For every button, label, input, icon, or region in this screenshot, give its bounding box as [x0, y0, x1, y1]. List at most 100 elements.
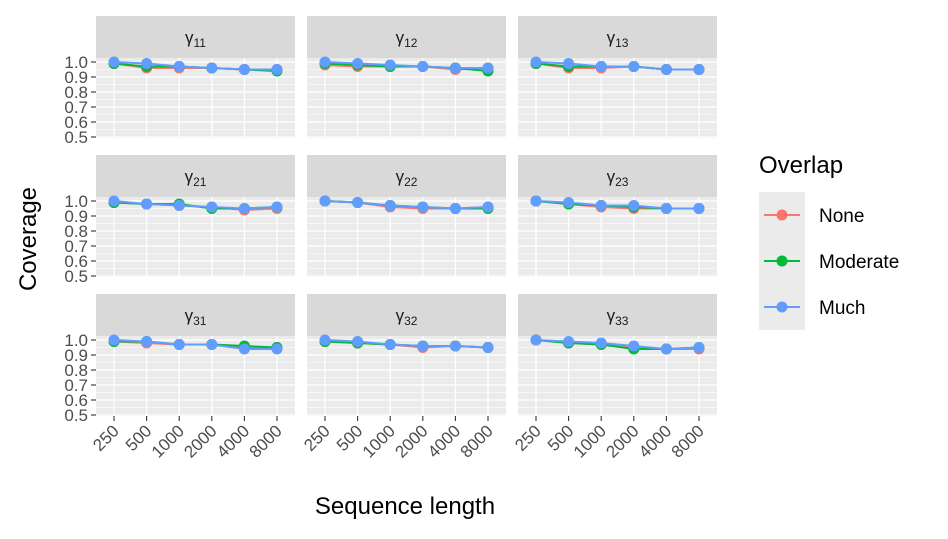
data-point-much: [482, 62, 494, 74]
facet-subscript: 13: [615, 36, 629, 50]
y-tick-label: 0.6: [64, 113, 88, 132]
data-point-much: [173, 200, 185, 211]
y-tick-label: 0.7: [64, 376, 88, 395]
facet-symbol: γ: [396, 28, 405, 47]
x-tick-label: 250: [300, 421, 333, 454]
y-tick-label: 0.7: [64, 98, 88, 117]
data-point-much: [449, 62, 461, 74]
y-tick-label: 1.0: [64, 53, 88, 72]
facet-plot-area: [518, 58, 717, 138]
data-point-much: [563, 197, 575, 208]
facet-strip-label: γ11: [185, 28, 206, 50]
facet-subscript: 33: [615, 314, 629, 328]
facet-symbol: γ: [396, 306, 405, 325]
facet-panel: γ13: [518, 16, 717, 138]
data-point-much: [449, 340, 461, 352]
legend-key-point: [776, 301, 788, 313]
data-point-much: [530, 56, 542, 68]
facet-panel: γ22: [307, 155, 506, 277]
facet-panel: γ23: [518, 155, 717, 277]
y-tick-label: 0.9: [64, 346, 88, 365]
data-point-much: [319, 195, 331, 207]
data-point-much: [628, 61, 640, 72]
x-tick-label: 1000: [359, 421, 399, 461]
data-point-much: [628, 200, 640, 211]
facet-symbol: γ: [185, 306, 194, 325]
facet-subscript: 23: [615, 175, 629, 189]
facet-plot-area: [96, 197, 295, 277]
x-axis-title: Sequence length: [315, 493, 495, 520]
legend-label-much: Much: [819, 298, 865, 319]
facet-plot-area: [307, 58, 506, 138]
facet-symbol: γ: [607, 306, 616, 325]
data-point-much: [108, 195, 120, 207]
x-tick-label: 2000: [391, 421, 431, 461]
facet-strip-label: γ13: [607, 28, 629, 50]
facet-symbol: γ: [607, 167, 616, 186]
data-point-much: [563, 336, 575, 347]
data-point-much: [595, 61, 607, 72]
y-tick-label: 0.6: [64, 391, 88, 410]
data-point-much: [352, 336, 364, 347]
data-point-much: [173, 339, 185, 350]
facet-strip-label: γ33: [607, 306, 629, 328]
y-tick-label: 0.9: [64, 68, 88, 87]
data-point-much: [693, 342, 705, 353]
data-point-much: [417, 201, 429, 213]
data-point-much: [628, 340, 640, 352]
x-tick-label: 1000: [570, 421, 610, 461]
y-tick-label: 1.0: [64, 192, 88, 211]
x-tick-label: 4000: [213, 421, 253, 461]
facet-strip-label: γ12: [396, 28, 418, 50]
facet-strip: [96, 16, 295, 58]
data-point-much: [352, 58, 364, 69]
data-point-much: [660, 203, 672, 214]
data-point-much: [530, 195, 542, 207]
data-point-much: [384, 339, 396, 350]
data-point-much: [384, 59, 396, 71]
facet-symbol: γ: [185, 167, 194, 186]
data-point-much: [482, 342, 494, 353]
x-tick-label: 2000: [602, 421, 642, 461]
facet-strip: [96, 155, 295, 197]
y-tick-label: 1.0: [64, 331, 88, 350]
x-tick-label: 8000: [457, 421, 497, 461]
facet-strip-label: γ31: [185, 306, 207, 328]
facet-symbol: γ: [607, 28, 616, 47]
facet-subscript: 12: [404, 36, 418, 50]
data-point-much: [384, 200, 396, 211]
y-tick-label: 0.9: [64, 207, 88, 226]
facet-plot-area: [518, 197, 717, 277]
data-point-much: [417, 340, 429, 352]
facet-strip: [518, 155, 717, 197]
data-point-much: [660, 64, 672, 75]
facet-symbol: γ: [185, 28, 194, 47]
data-point-much: [206, 339, 218, 350]
facet-strip: [518, 16, 717, 58]
y-tick-label: 0.5: [64, 406, 88, 425]
data-point-much: [108, 334, 120, 346]
legend-label-moderate: Moderate: [819, 252, 899, 273]
facet-plot-area: [307, 197, 506, 277]
data-point-much: [563, 58, 575, 69]
facet-strip: [307, 155, 506, 197]
facet-strip: [518, 294, 717, 336]
facet-strip: [96, 294, 295, 336]
facet-panel: γ21 0.50.60.70.80.91.0: [64, 155, 295, 286]
data-point-much: [530, 334, 542, 346]
facet-symbol: γ: [396, 167, 405, 186]
legend-key-point: [776, 209, 788, 221]
x-tick-label: 1000: [148, 421, 188, 461]
legend-key-point: [776, 255, 788, 267]
y-tick-label: 0.8: [64, 361, 88, 380]
data-point-much: [173, 61, 185, 72]
facet-strip-label: γ23: [607, 167, 629, 189]
data-point-much: [482, 201, 494, 213]
x-tick-label: 4000: [424, 421, 464, 461]
facet-panel: γ12: [307, 16, 506, 138]
data-point-much: [271, 343, 283, 355]
facet-plot-area: [96, 58, 295, 138]
